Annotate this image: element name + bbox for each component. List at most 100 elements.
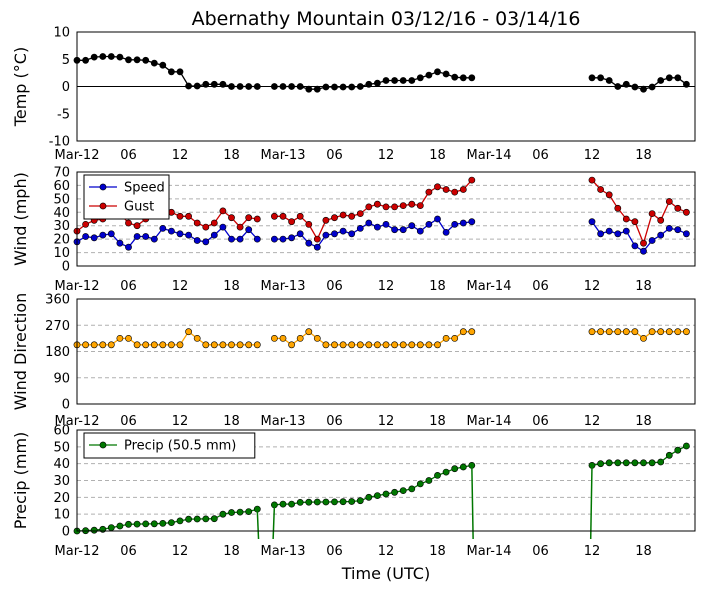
data-point [296,230,304,238]
y-tick-label: 30 [53,474,70,489]
x-tick-label: 06 [326,148,343,163]
data-point [253,235,261,243]
data-point [382,203,390,211]
series-line [76,508,258,532]
data-point [631,83,639,91]
data-point [434,215,441,223]
data-point [356,497,364,505]
y-tick-label: 10 [53,246,70,261]
data-point [597,328,604,336]
data-point [202,80,210,88]
x-tick-label: 12 [584,414,601,429]
data-point [434,471,441,479]
data-point [408,341,416,349]
data-point [683,328,690,336]
data-point [373,492,381,499]
data-point [622,80,630,88]
x-tick-label: Mar-14 [467,544,512,559]
y-tick-label: 270 [45,319,70,334]
data-point [82,341,89,349]
data-point [348,212,356,220]
data-point [648,83,656,91]
data-point [648,328,656,336]
data-point [236,235,244,243]
data-point [399,341,407,349]
data-point [442,468,450,476]
data-point [82,56,89,64]
data-point [339,341,347,349]
x-tick-label: Mar-14 [467,148,512,163]
data-point [167,68,175,76]
data-point [425,477,433,484]
data-point [434,183,441,191]
data-point [107,524,115,531]
data-point [210,515,218,523]
x-tick-label: 12 [584,148,601,163]
data-point [270,235,278,243]
x-tick-label: 18 [429,148,446,163]
data-point [468,218,476,226]
x-tick-label: 18 [429,279,446,294]
data-point [116,334,124,342]
data-point [648,459,656,467]
data-point [408,77,416,84]
data-point [451,188,459,196]
x-tick-label: 12 [584,279,601,294]
y-axis-title: Wind (mph) [11,172,30,266]
data-point [296,83,304,90]
data-point [605,459,613,467]
data-point [253,215,261,223]
data-point [159,520,167,527]
data-point [202,341,210,349]
data-point [279,83,287,90]
x-tick-label: 18 [223,148,240,163]
data-point [391,488,398,496]
x-tick-label: 18 [635,414,652,429]
data-point [614,459,622,467]
series-line [274,464,472,506]
data-point [210,80,218,88]
x-tick-label: 18 [635,279,652,294]
data-point [622,328,630,336]
data-point [648,237,656,244]
data-point [107,230,115,238]
data-point [665,328,673,336]
data-point [82,220,89,228]
data-point [270,83,278,90]
gap-drop-line [471,465,474,540]
y-tick-label: 50 [53,440,70,455]
data-point [614,230,622,238]
data-point [674,328,682,336]
data-point [150,235,158,243]
data-point [588,74,596,82]
plot-frame [76,429,696,532]
data-point [253,83,261,90]
data-point [279,212,287,220]
data-point [288,500,295,508]
data-point [665,224,673,232]
series-line [76,226,258,249]
data-point [245,341,253,349]
data-point [331,341,338,349]
data-point [305,85,313,93]
data-point [442,334,450,342]
legend-label: Precip (50.5 mm) [124,439,236,454]
x-tick-label: Mar-14 [467,279,512,294]
y-tick-label: 0 [62,525,70,540]
legend-marker [99,183,107,191]
data-point [425,188,433,196]
data-point [210,341,218,349]
data-point [322,216,330,224]
data-point [391,77,398,84]
x-tick-label: Mar-13 [261,414,306,429]
y-tick-label: 20 [53,491,70,506]
data-point [614,204,622,212]
data-point [416,227,424,235]
data-point [373,223,381,231]
data-point [245,83,253,90]
data-point [416,202,424,209]
y-axis-title: Precip (mm) [11,432,30,530]
data-point [202,223,210,231]
data-point [288,83,295,90]
data-point [331,83,338,91]
